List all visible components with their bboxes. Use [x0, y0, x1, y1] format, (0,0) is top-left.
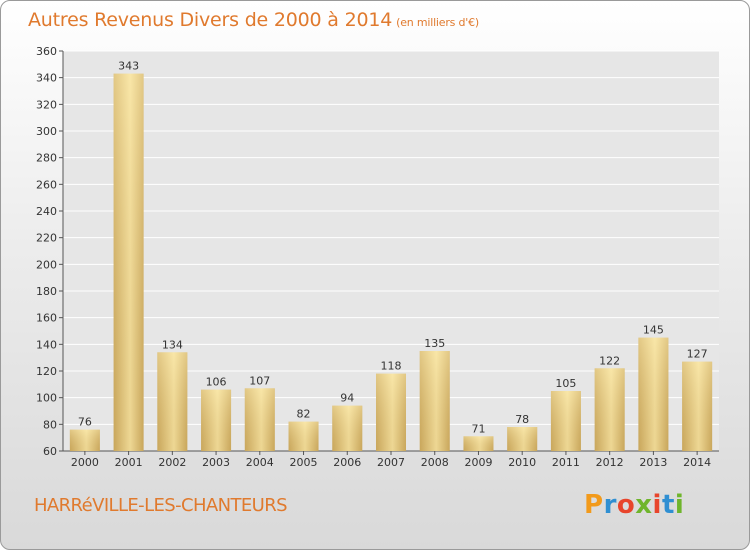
bar-value-label: 145: [643, 324, 664, 337]
bar-shade: [332, 405, 363, 451]
bar-value-label: 105: [555, 377, 576, 390]
x-tick-label: 2001: [115, 456, 143, 469]
bar-value-label: 135: [424, 337, 445, 350]
bar-shade: [682, 361, 713, 451]
y-tick-label: 200: [36, 258, 57, 271]
bar-shade: [594, 368, 625, 451]
y-tick-label: 260: [36, 178, 57, 191]
bar-value-label: 94: [340, 392, 354, 405]
commune-name: HARRéVILLE-LES-CHANTEURS: [34, 495, 288, 516]
x-tick-label: 2007: [377, 456, 405, 469]
bar-value-label: 106: [206, 376, 227, 389]
x-tick-label: 2003: [202, 456, 230, 469]
x-tick-label: 2000: [71, 456, 99, 469]
logo-letter: P: [584, 490, 604, 520]
logo-letter: i: [674, 490, 685, 520]
bar-shade: [288, 421, 319, 451]
logo-letter: i: [652, 490, 662, 520]
x-tick-label: 2002: [158, 456, 186, 469]
logo-letter: o: [616, 490, 636, 520]
bar-shade: [244, 388, 275, 451]
bar-value-label: 82: [297, 408, 311, 421]
logo-letter: t: [661, 490, 675, 520]
y-tick-label: 280: [36, 152, 57, 165]
x-tick-label: 2006: [333, 456, 361, 469]
bar-shade: [419, 351, 450, 451]
chart-unit: (en milliers d'€): [396, 16, 480, 29]
x-tick-label: 2005: [290, 456, 318, 469]
chart-title-text: Autres Revenus Divers de 2000 à 2014: [28, 9, 393, 31]
bar-shade: [157, 352, 188, 451]
y-tick-label: 240: [36, 205, 57, 218]
x-tick-label: 2011: [552, 456, 580, 469]
bar-value-label: 107: [249, 374, 270, 387]
bar-shade: [69, 429, 100, 451]
y-tick-label: 180: [36, 285, 57, 298]
bar-shade: [376, 373, 406, 451]
y-tick-label: 80: [43, 418, 57, 431]
y-tick-label: 320: [36, 98, 57, 111]
bar-shade: [507, 427, 538, 451]
bar-shade: [201, 389, 232, 451]
bar-value-label: 343: [118, 60, 139, 73]
y-tick-label: 60: [43, 445, 57, 458]
bar-value-label: 134: [162, 338, 183, 351]
y-tick-label: 360: [36, 45, 57, 58]
x-tick-label: 2010: [508, 456, 536, 469]
logo-letter: x: [635, 490, 653, 520]
y-tick-label: 220: [36, 232, 57, 245]
logo-letter: r: [603, 490, 617, 520]
y-tick-label: 160: [36, 312, 57, 325]
bar-value-label: 71: [471, 422, 485, 435]
y-tick-label: 140: [36, 338, 57, 351]
bar-value-label: 78: [515, 413, 529, 426]
y-tick-label: 340: [36, 72, 57, 85]
bar-value-label: 118: [381, 360, 402, 373]
bar-value-label: 127: [687, 348, 708, 361]
x-tick-label: 2009: [464, 456, 492, 469]
bar-shade: [550, 391, 581, 451]
y-tick-label: 300: [36, 125, 57, 138]
y-tick-label: 120: [36, 365, 57, 378]
bar-shade: [113, 73, 144, 452]
bar-value-label: 76: [78, 416, 92, 429]
x-tick-label: 2004: [246, 456, 274, 469]
chart-title: Autres Revenus Divers de 2000 à 2014 (en …: [28, 9, 479, 31]
bar-value-label: 122: [599, 354, 620, 367]
x-tick-label: 2012: [596, 456, 624, 469]
bar-shade: [463, 436, 494, 451]
y-tick-label: 100: [36, 392, 57, 405]
x-tick-label: 2008: [421, 456, 449, 469]
x-tick-label: 2014: [683, 456, 711, 469]
x-tick-label: 2013: [639, 456, 667, 469]
bar-shade: [638, 337, 669, 451]
proxiti-logo: Proxiti: [584, 490, 684, 520]
